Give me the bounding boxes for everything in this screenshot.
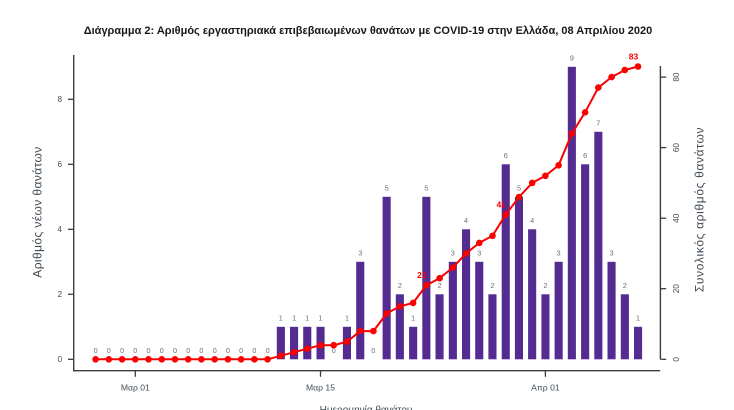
svg-text:2: 2 [57,290,62,299]
svg-text:8: 8 [57,95,62,104]
svg-text:20: 20 [672,284,681,294]
svg-text:21: 21 [417,270,427,280]
svg-text:4: 4 [57,225,62,234]
svg-text:5: 5 [424,183,428,192]
svg-text:0: 0 [186,346,190,355]
svg-text:5: 5 [517,183,521,192]
svg-text:1: 1 [305,313,309,322]
svg-text:60: 60 [672,143,681,153]
svg-text:0: 0 [133,346,137,355]
svg-text:0: 0 [213,346,217,355]
svg-text:2: 2 [491,281,495,290]
svg-text:4: 4 [464,216,468,225]
svg-text:Ημερομηνία θανάτου: Ημερομηνία θανάτου [320,404,413,410]
svg-text:3: 3 [477,248,481,257]
svg-text:2: 2 [398,281,402,290]
svg-text:0: 0 [199,346,203,355]
svg-text:1: 1 [292,313,296,322]
svg-text:40: 40 [672,213,681,223]
svg-text:1: 1 [411,313,415,322]
svg-text:80: 80 [672,72,681,82]
svg-text:0: 0 [120,346,124,355]
svg-text:0: 0 [226,346,230,355]
svg-text:1: 1 [345,313,349,322]
svg-text:9: 9 [570,53,574,62]
svg-text:0: 0 [57,355,62,364]
svg-text:2: 2 [623,281,627,290]
svg-text:6: 6 [504,151,508,160]
svg-text:0: 0 [371,346,375,355]
svg-text:3: 3 [557,248,561,257]
svg-text:0: 0 [147,346,151,355]
svg-text:3: 3 [610,248,614,257]
svg-text:Μαρ 15: Μαρ 15 [306,383,335,393]
svg-text:0: 0 [160,346,164,355]
svg-text:6: 6 [57,160,62,169]
svg-text:1: 1 [279,313,283,322]
svg-text:0: 0 [266,346,270,355]
svg-text:Συνολικός αριθμός θανάτων: Συνολικός αριθμός θανάτων [693,127,707,292]
svg-text:3: 3 [451,248,455,257]
svg-text:0: 0 [332,346,336,355]
svg-text:0: 0 [173,346,177,355]
svg-text:7: 7 [596,118,600,127]
svg-text:0: 0 [252,346,256,355]
svg-text:0: 0 [94,346,98,355]
svg-text:1: 1 [636,313,640,322]
svg-text:83: 83 [629,51,639,61]
svg-text:Μαρ 01: Μαρ 01 [121,383,150,393]
svg-text:0: 0 [239,346,243,355]
svg-text:0: 0 [672,357,681,362]
svg-text:0: 0 [107,346,111,355]
svg-text:Αριθμός νέων θανάτων: Αριθμός νέων θανάτων [30,146,44,277]
svg-text:2: 2 [543,281,547,290]
svg-text:6: 6 [583,151,587,160]
svg-text:41: 41 [496,200,506,210]
svg-text:5: 5 [385,183,389,192]
svg-text:2: 2 [438,281,442,290]
svg-text:1: 1 [319,313,323,322]
svg-text:3: 3 [358,248,362,257]
svg-text:Διάγραμμα 2: Αριθμός εργαστηρι: Διάγραμμα 2: Αριθμός εργαστηριακά επιβεβ… [84,25,653,37]
svg-text:4: 4 [530,216,534,225]
svg-text:Απρ 01: Απρ 01 [531,383,560,393]
